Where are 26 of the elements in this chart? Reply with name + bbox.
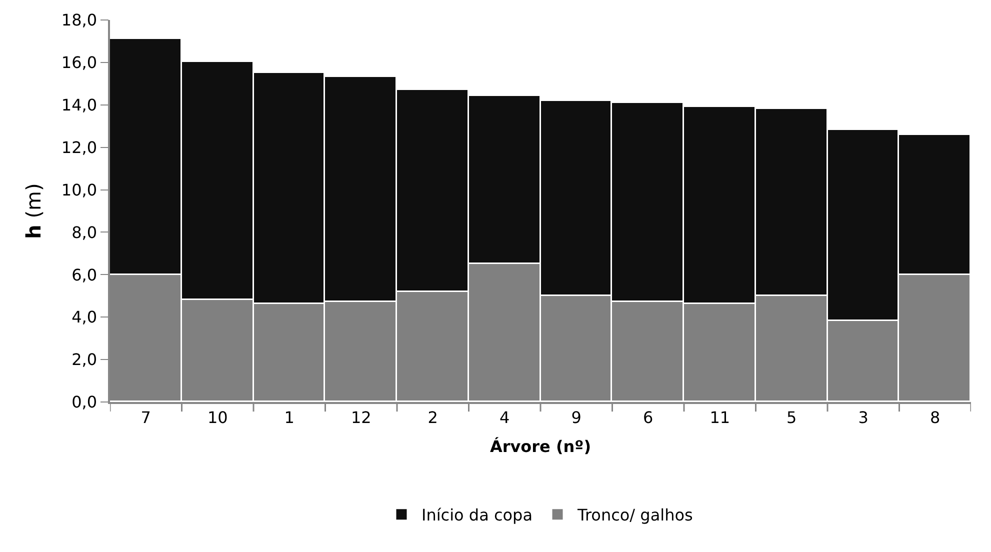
- x-tick-label: 6: [643, 408, 654, 427]
- x-tick-label: 11: [710, 408, 730, 427]
- y-tick-label: 4,0: [72, 308, 98, 327]
- x-tick-label: 12: [350, 408, 372, 427]
- y-tick-label: 8,0: [72, 222, 98, 242]
- legend-label: Início da copa: [422, 506, 533, 525]
- x-tick-label: 3: [858, 408, 868, 427]
- y-tick-label: 6,0: [72, 265, 98, 284]
- legend-label: Tronco/ galhos: [576, 506, 693, 525]
- x-tick-label: 4: [500, 408, 510, 427]
- y-tick-label: 14,0: [61, 95, 98, 114]
- y-tick-label: 18,0: [61, 10, 98, 30]
- y-tick-label: 12,0: [61, 138, 98, 157]
- y-tick-label: 10,0: [61, 180, 98, 200]
- x-tick-label: 1: [284, 408, 294, 427]
- x-tick-label: 2: [428, 408, 438, 427]
- x-tick-label: 5: [786, 408, 797, 427]
- y-axis-title: h (m): [21, 183, 46, 239]
- x-tick-label: 8: [930, 408, 940, 427]
- y-tick-label: 16,0: [61, 53, 98, 72]
- x-tick-label: 7: [140, 408, 151, 427]
- y-tick-label: 0,0: [72, 392, 98, 412]
- x-tick-label: 9: [571, 408, 582, 427]
- y-tick-label: 2,0: [72, 350, 98, 370]
- x-axis-title: Árvore (nº): [490, 437, 592, 456]
- x-tick-label: 10: [207, 408, 228, 427]
